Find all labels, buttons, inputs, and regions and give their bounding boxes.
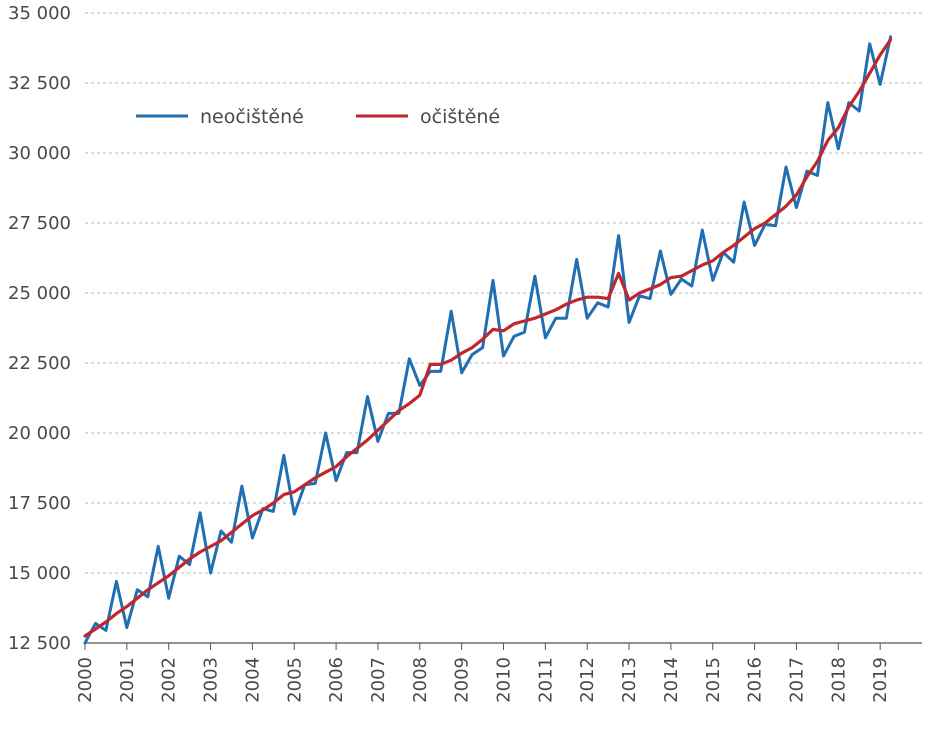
x-tick-label: 2004 bbox=[242, 657, 263, 703]
x-tick-label: 2017 bbox=[786, 657, 807, 703]
x-tick-label: 2002 bbox=[159, 657, 180, 703]
legend-label-ocistene: očištěné bbox=[420, 106, 500, 128]
series-line-1 bbox=[83, 37, 893, 638]
legend: neočištěné očištěné bbox=[136, 106, 500, 128]
x-tick-label: 2009 bbox=[452, 657, 473, 703]
x-tick-label: 2012 bbox=[577, 657, 598, 703]
x-tick-label: 2011 bbox=[535, 657, 556, 703]
x-tick-label: 2013 bbox=[619, 657, 640, 703]
y-tick-label: 12 500 bbox=[8, 633, 71, 654]
x-tick-label: 2008 bbox=[410, 657, 431, 703]
x-tick-label: 2001 bbox=[117, 657, 138, 703]
x-tick-label: 2019 bbox=[870, 657, 891, 703]
x-tick-label: 2015 bbox=[703, 657, 724, 703]
y-tick-label: 25 000 bbox=[8, 283, 71, 304]
y-tick-label: 32 500 bbox=[8, 73, 71, 94]
y-tick-label: 27 500 bbox=[8, 213, 71, 234]
y-axis: 12 500 15 000 17 500 20 000 22 500 25 000 27 5… bbox=[8, 3, 71, 654]
y-tick-label: 30 000 bbox=[8, 143, 71, 164]
series-line-0 bbox=[83, 35, 893, 645]
legend-label-neocistene: neočištěné bbox=[200, 106, 304, 128]
y-tick-label: 22 500 bbox=[8, 353, 71, 374]
y-tick-label: 17 500 bbox=[8, 493, 71, 514]
x-tick-label: 2014 bbox=[661, 657, 682, 703]
x-tick-label: 2006 bbox=[326, 657, 347, 703]
y-tick-label: 15 000 bbox=[8, 563, 71, 584]
y-tick-label: 20 000 bbox=[8, 423, 71, 444]
x-tick-label: 2005 bbox=[284, 657, 305, 703]
x-axis: 2000 2001 2002 2003 2004 2005 2006 2007 2008 2009… bbox=[75, 642, 922, 703]
gridlines bbox=[85, 12, 922, 574]
x-tick-label: 2016 bbox=[745, 657, 766, 703]
x-tick-label: 2007 bbox=[368, 657, 389, 703]
x-tick-label: 2000 bbox=[75, 657, 96, 703]
series-lines bbox=[83, 35, 893, 645]
y-tick-label: 35 000 bbox=[8, 3, 71, 24]
x-tick-label: 2018 bbox=[828, 657, 849, 703]
x-tick-label: 2010 bbox=[494, 657, 515, 703]
x-tick-label: 2003 bbox=[201, 657, 222, 703]
